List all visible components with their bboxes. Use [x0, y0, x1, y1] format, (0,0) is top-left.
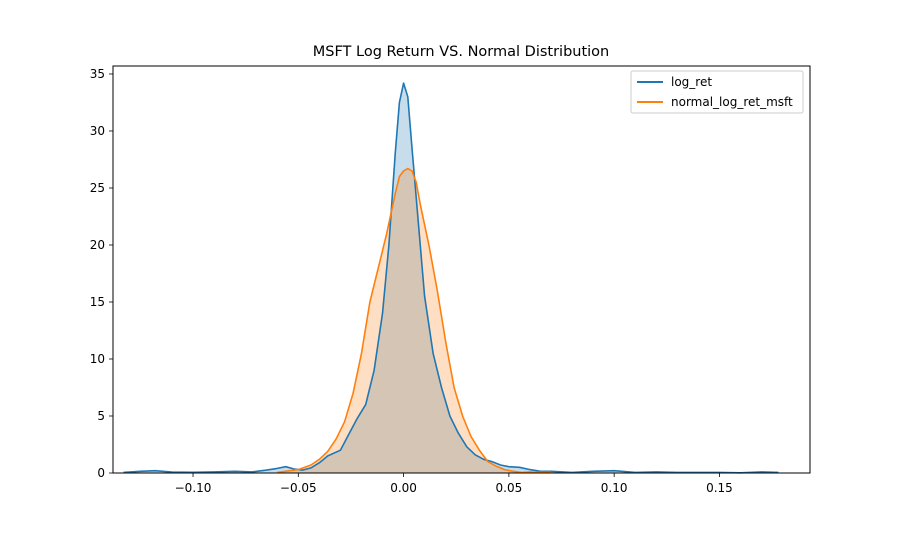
x-tick-label: −0.10	[175, 481, 212, 495]
y-tick-label: 15	[90, 295, 105, 309]
line-log-ret	[123, 82, 779, 474]
axes-frame	[112, 65, 811, 474]
y-tick-label: 10	[90, 352, 105, 366]
legend: log_ret normal_log_ret_msft	[630, 70, 804, 114]
y-tick-label: 5	[97, 409, 105, 423]
chart-title: MSFT Log Return VS. Normal Distribution	[313, 44, 610, 60]
y-tick-label: 25	[90, 181, 105, 195]
plot-lines	[123, 82, 779, 474]
x-tick-label: −0.05	[280, 481, 317, 495]
plot-areas	[123, 83, 779, 473]
y-tick-label: 30	[90, 124, 105, 138]
area-normal	[277, 168, 551, 473]
x-axis-ticks: −0.10 −0.05 0.00 0.05 0.10 0.15	[175, 473, 733, 495]
x-tick-label: 0.10	[601, 481, 628, 495]
legend-label-log-ret: log_ret	[671, 75, 712, 89]
legend-box	[630, 70, 804, 114]
legend-label-normal: normal_log_ret_msft	[671, 95, 793, 109]
x-tick-label: 0.00	[390, 481, 417, 495]
x-tick-label: 0.15	[706, 481, 733, 495]
x-tick-label: 0.05	[496, 481, 523, 495]
y-tick-label: 35	[90, 67, 105, 81]
y-tick-label: 0	[97, 466, 105, 480]
y-axis-ticks: 0 5 10 15 20 25 30 35	[90, 67, 113, 480]
y-tick-label: 20	[90, 238, 105, 252]
line-normal	[277, 167, 551, 474]
